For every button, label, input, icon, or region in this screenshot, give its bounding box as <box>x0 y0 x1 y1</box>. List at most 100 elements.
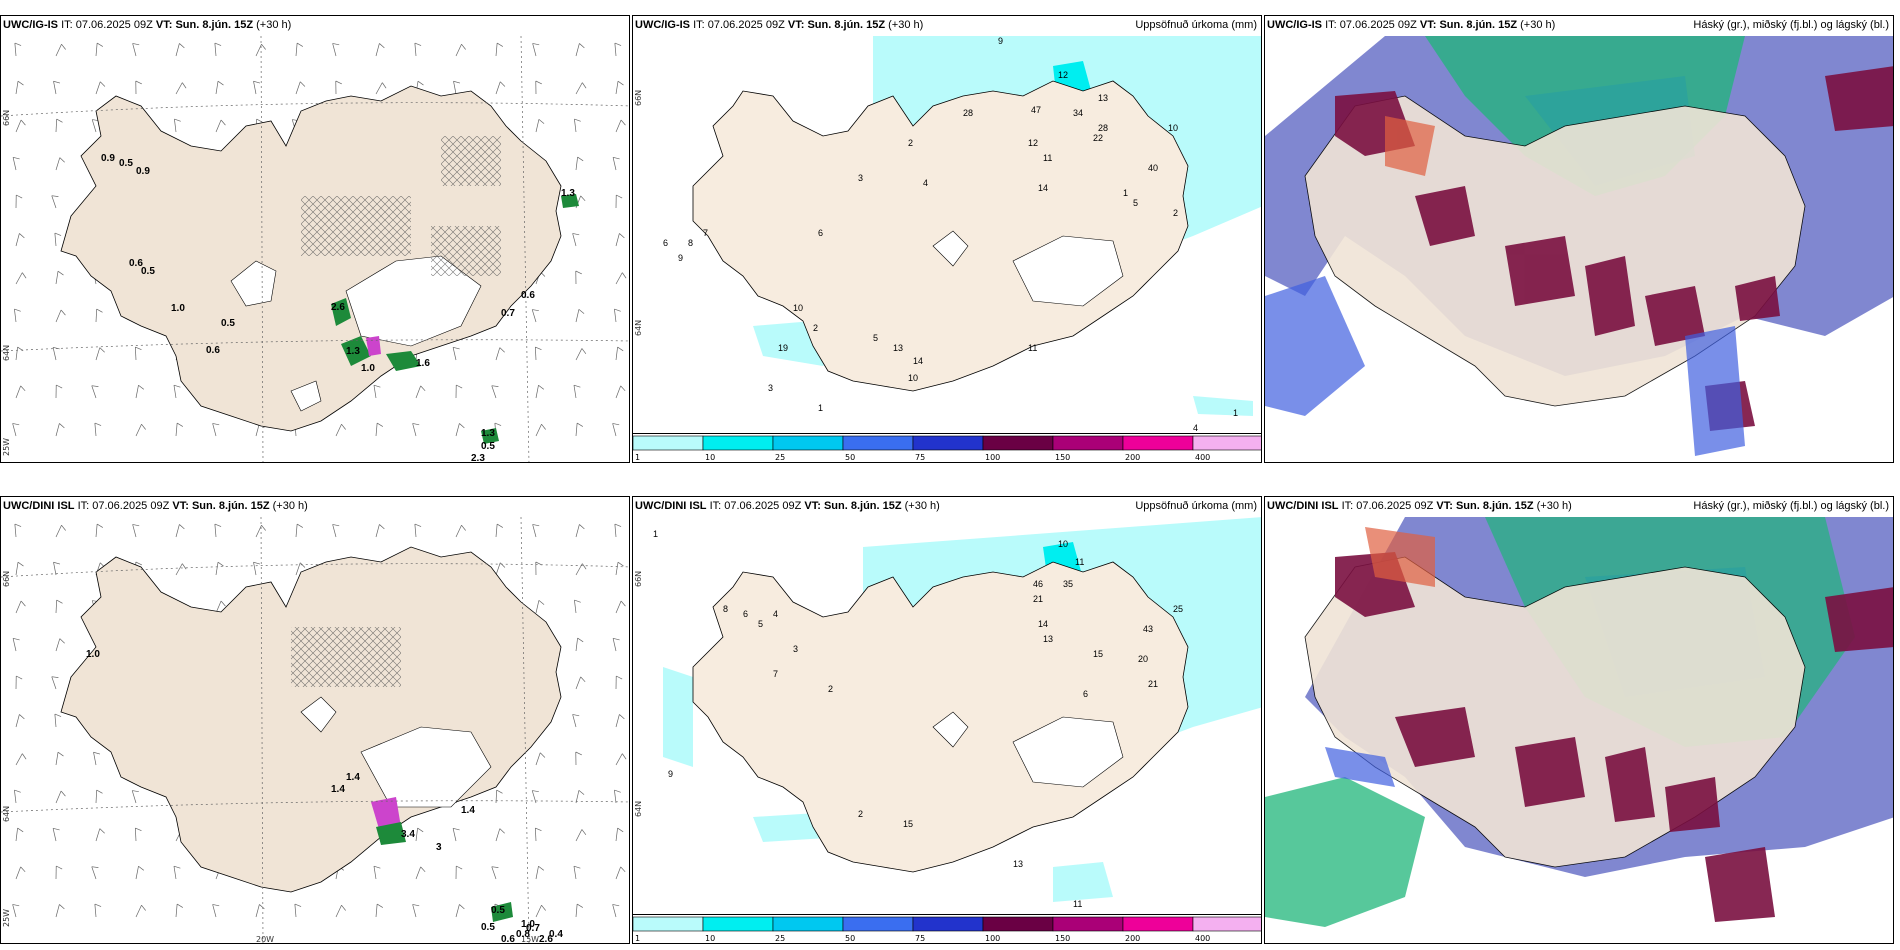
wind-barb <box>15 119 26 133</box>
legend-swatch <box>702 435 774 451</box>
hatch-area <box>441 136 501 186</box>
value-label: 1 <box>653 529 658 539</box>
wind-barb <box>132 524 140 538</box>
wind-barb <box>255 525 266 538</box>
wind-barb <box>295 81 306 95</box>
panel-title: UWC/DINI ISL IT: 07.06.2025 09Z VT: Sun.… <box>635 500 940 512</box>
wind-barb <box>95 828 105 842</box>
wind-barb <box>575 309 585 323</box>
wind-barb <box>535 384 545 399</box>
wind-barb <box>573 384 581 399</box>
value-label: 10 <box>908 373 918 383</box>
wind-barb <box>575 270 582 285</box>
wind-barb <box>12 637 20 652</box>
wind-barb <box>55 751 64 766</box>
wind-barb <box>415 827 424 842</box>
glacier <box>1012 235 1124 307</box>
value-label: 1.3 <box>561 188 575 199</box>
wind-barb <box>15 346 24 361</box>
value-label: 6 <box>1083 689 1088 699</box>
legend-label: 50 <box>845 453 855 462</box>
lon-label: 20W <box>256 935 274 944</box>
wind-barb <box>575 790 585 804</box>
wind-barb <box>495 81 506 95</box>
glacier <box>932 230 969 267</box>
wind-barb <box>491 385 499 399</box>
vort-blob <box>561 194 579 208</box>
wind-barb <box>135 80 142 95</box>
value-label: 3 <box>858 173 863 183</box>
value-label: 9 <box>678 253 683 263</box>
wind-barb <box>294 903 302 918</box>
value-label: 1.0 <box>521 919 535 930</box>
wind-barb <box>214 42 222 57</box>
value-label: 1 <box>1123 188 1128 198</box>
wind-barb <box>135 865 145 880</box>
wind-barb <box>455 384 463 399</box>
panel-subtitle: Háský (gr.), miðský (fj.bl.) og lágský (… <box>1693 500 1889 512</box>
wind-map: 66N 64N 25W 20W 15W 1.01.41.43.41.430.51… <box>1 517 629 944</box>
wind-barb <box>91 385 99 399</box>
vort-blob <box>491 902 513 922</box>
value-label: 11 <box>1043 153 1052 163</box>
legend-swatch <box>633 435 704 451</box>
value-label: 13 <box>1013 859 1023 869</box>
wind-barb <box>615 827 624 842</box>
lat-label: 66N <box>634 571 643 587</box>
value-label: 10 <box>1058 539 1068 549</box>
wind-barb <box>455 44 466 57</box>
wind-barb <box>575 43 585 57</box>
wind-barb <box>535 80 542 95</box>
legend-label: 400 <box>1195 934 1210 943</box>
wind-barb <box>534 346 542 361</box>
wind-barb <box>615 675 623 690</box>
legend-swatch <box>1052 916 1124 932</box>
wind-barb <box>575 422 584 437</box>
value-label: 14 <box>913 356 923 366</box>
glacier <box>290 380 322 412</box>
wind-barb <box>612 904 620 918</box>
legend-swatch <box>772 916 844 932</box>
wind-barb <box>532 43 540 57</box>
legend-swatch <box>982 435 1054 451</box>
low-cloud <box>1685 326 1745 456</box>
wind-barb <box>495 523 504 538</box>
wind-barb <box>55 790 66 804</box>
wind-barb <box>51 195 59 209</box>
value-label: 0.9 <box>101 153 115 164</box>
wind-barb <box>15 753 27 766</box>
wind-barb <box>295 42 304 57</box>
wind-barb <box>15 866 26 880</box>
legend-swatch <box>702 916 774 932</box>
lat-label: 64N <box>634 320 643 336</box>
vort-blob <box>366 336 381 356</box>
value-label: 13 <box>893 343 903 353</box>
wind-barb <box>535 752 546 766</box>
value-label: 21 <box>1033 594 1043 604</box>
value-label: 1.0 <box>171 303 185 314</box>
vort-blob <box>341 336 371 366</box>
value-label: 0.5 <box>141 266 155 277</box>
value-label: 13 <box>1043 634 1053 644</box>
glacier <box>1012 716 1124 788</box>
vort-blob <box>331 298 351 326</box>
wind-barb <box>535 424 546 437</box>
wind-barb <box>95 42 104 57</box>
wind-barb <box>534 827 542 842</box>
value-label: 5 <box>758 619 763 629</box>
lon-label: 25W <box>2 438 11 456</box>
wind-barb <box>55 44 66 57</box>
value-label: 1 <box>1233 408 1238 418</box>
wind-barb <box>53 80 61 95</box>
wind-barb <box>615 753 627 766</box>
legend-label: 200 <box>1125 934 1140 943</box>
legend-label: 25 <box>775 453 785 462</box>
value-label: 2 <box>828 684 833 694</box>
legend-label: 75 <box>915 453 925 462</box>
wind-barb <box>95 347 105 361</box>
value-label: 8 <box>688 238 693 248</box>
wind-barb <box>55 638 65 652</box>
wind-barb <box>535 905 546 918</box>
legend-swatch <box>633 916 704 932</box>
